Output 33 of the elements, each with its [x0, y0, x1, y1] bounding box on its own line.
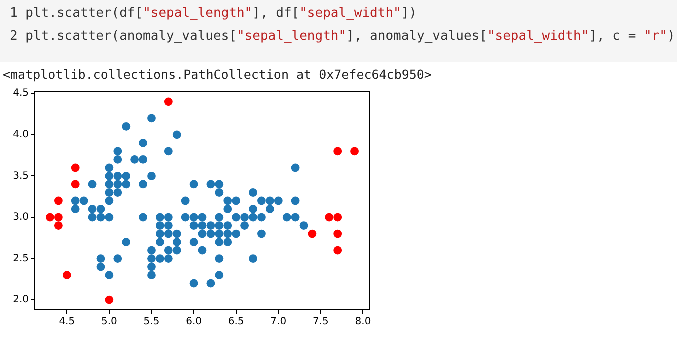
x-tick-label: 6.5 — [228, 316, 244, 328]
point — [71, 164, 80, 172]
point — [308, 230, 317, 238]
x-tick-label: 6.0 — [186, 316, 202, 328]
point — [71, 180, 80, 189]
point — [46, 213, 54, 222]
y-tick-label: 2.5 — [13, 253, 29, 264]
point — [54, 222, 63, 230]
x-tick-label: 7.0 — [270, 316, 287, 328]
x-tick-label: 8.0 — [355, 316, 372, 328]
x-tick-label: 5.0 — [101, 316, 118, 328]
point — [334, 213, 342, 222]
x-tick-label: 7.5 — [312, 316, 329, 328]
y-tick-label: 4.5 — [13, 88, 29, 100]
text: 1 plt.scatter(df["sepal_length"], df["sepal_width"]) — [10, 6, 418, 21]
text: <matplotlib.collections.PathCollection at 0x7efec64cb950> — [3, 67, 432, 82]
point — [164, 98, 173, 106]
y-tick-label: 4.0 — [13, 130, 29, 141]
text: 2 plt.scatter(anomaly_values["sepal_length"], anomaly_values["sepal_width"], c = "r") — [10, 29, 676, 44]
point — [350, 147, 359, 156]
x-tick-label: 5.5 — [144, 316, 160, 328]
point — [62, 271, 72, 280]
point — [334, 230, 342, 238]
point — [105, 296, 114, 304]
point — [54, 213, 63, 222]
point — [334, 147, 342, 156]
x-tick-label: 4.5 — [59, 316, 76, 328]
point — [54, 196, 63, 206]
y-tick-label: 2.0 — [13, 294, 29, 306]
y-tick-label: 3.5 — [13, 170, 29, 182]
point — [325, 213, 334, 222]
point — [334, 246, 342, 255]
y-tick-label: 3.0 — [13, 212, 29, 224]
